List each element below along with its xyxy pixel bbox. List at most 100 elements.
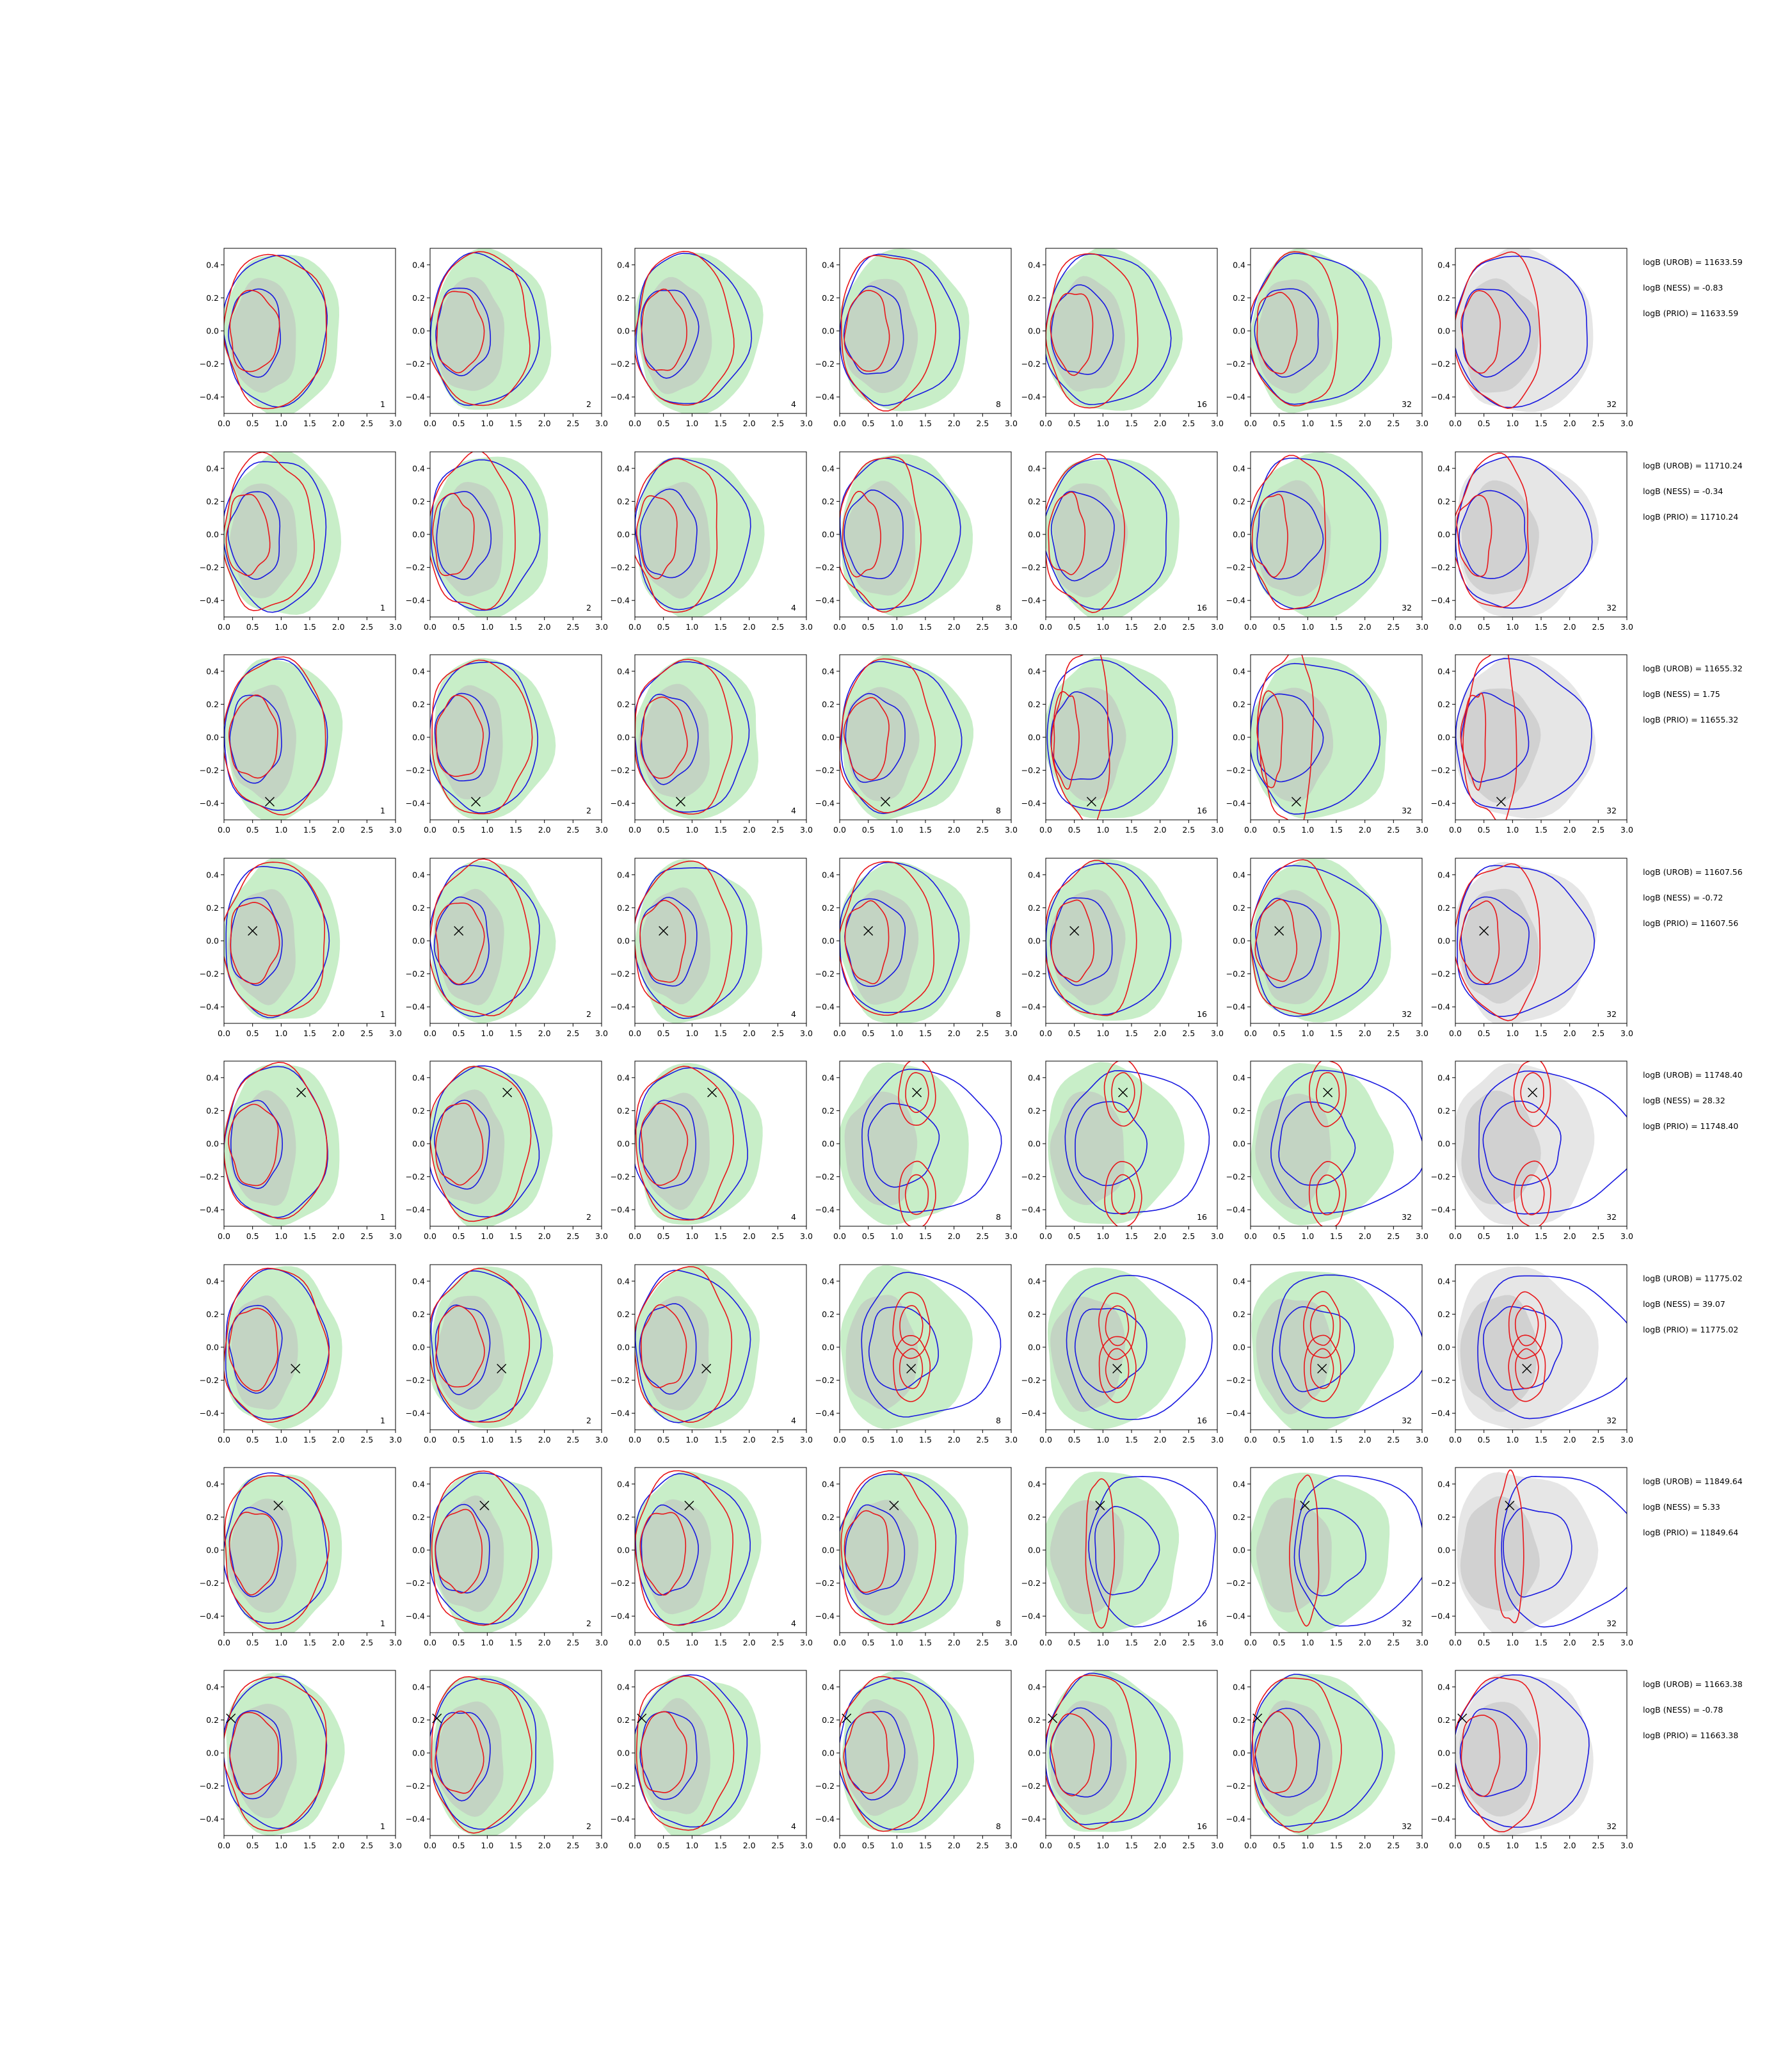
x-tick-label: 0.0: [1244, 1435, 1257, 1444]
x-tick-label: 0.5: [1273, 622, 1286, 632]
x-tick-label: 0.5: [657, 1028, 670, 1038]
y-tick-label: 0.2: [412, 1309, 425, 1319]
x-tick-label: 1.0: [890, 1028, 903, 1038]
blue-contour: [1050, 691, 1113, 781]
gray-density-region: [1460, 1295, 1537, 1412]
y-tick-label: 0.0: [1028, 1139, 1041, 1149]
blue-contour: [224, 461, 327, 613]
panel-label: 4: [791, 1212, 796, 1222]
y-tick-label: 0.4: [412, 463, 425, 473]
panel-label: 4: [791, 603, 796, 612]
gray-density-region: [227, 889, 296, 1005]
red-contour: [1288, 1474, 1320, 1627]
panel-r3-c7: 0.0 0.5 1.0 1.5 2.0 2.5 3.0 0.4 0.2 0.0 −0.2 −0.4 32: [1431, 654, 1633, 835]
x-tick-label: 0.0: [1039, 1638, 1052, 1647]
panel-label: 32: [1606, 806, 1617, 815]
y-tick-label: −0.2: [406, 563, 425, 572]
blue-contour: [1251, 1674, 1383, 1827]
x-tick-label: 3.0: [800, 1841, 813, 1850]
panel-label: 2: [586, 1821, 591, 1831]
y-tick-label: 0.4: [617, 463, 630, 473]
blue-contour: [431, 459, 541, 611]
logb-stat: logB (NESS) = 1.75: [1643, 689, 1720, 699]
x-tick-label: 1.5: [303, 419, 316, 428]
gray-density-region: [435, 277, 505, 391]
x-tick-label: 2.0: [1564, 1231, 1576, 1241]
panel-r4-c1: 0.0 0.5 1.0 1.5 2.0 2.5 3.0 0.4 0.2 0.0 −0.2 −0.4 1: [200, 858, 402, 1038]
red-contour: [1105, 1348, 1130, 1389]
y-tick-label: 0.0: [412, 733, 425, 742]
true-value-marker: [1479, 926, 1489, 936]
panel-r8-c3: 0.0 0.5 1.0 1.5 2.0 2.5 3.0 0.4 0.2 0.0 −0.2 −0.4 4: [611, 1670, 813, 1850]
y-tick-label: 0.0: [1437, 326, 1450, 336]
x-tick-label: 2.5: [976, 1841, 989, 1850]
x-tick-label: 2.5: [360, 1435, 373, 1444]
x-tick-label: 2.5: [566, 1638, 579, 1647]
y-tick-label: −0.4: [611, 1814, 630, 1824]
x-tick-label: 2.5: [771, 1841, 784, 1850]
panel-r6-c5: 0.0 0.5 1.0 1.5 2.0 2.5 3.0 0.4 0.2 0.0 −0.2 −0.4 16: [1021, 1264, 1224, 1444]
x-tick-label: 3.0: [800, 622, 813, 632]
x-tick-label: 1.0: [1506, 1638, 1519, 1647]
y-tick-label: 0.0: [1028, 1748, 1041, 1758]
x-tick-label: 3.0: [389, 622, 402, 632]
x-tick-label: 3.0: [1416, 1435, 1428, 1444]
x-tick-label: 0.0: [218, 1028, 230, 1038]
blue-contour: [1050, 491, 1115, 582]
x-tick-label: 2.0: [332, 1028, 345, 1038]
x-tick-label: 1.0: [275, 622, 287, 632]
blue-contour: [430, 1270, 542, 1423]
y-tick-label: 0.0: [617, 1748, 630, 1758]
y-tick-label: 0.4: [617, 1682, 630, 1692]
y-tick-label: −0.4: [200, 1002, 219, 1012]
y-tick-label: −0.2: [1021, 563, 1041, 572]
x-tick-label: 3.0: [595, 1231, 608, 1241]
gray-density-region: [1256, 1298, 1332, 1414]
red-contour: [1105, 1305, 1130, 1347]
x-tick-label: 1.5: [714, 1231, 727, 1241]
y-tick-label: −0.4: [611, 596, 630, 605]
y-tick-label: 0.4: [617, 1276, 630, 1286]
x-tick-label: 0.0: [424, 419, 436, 428]
true-value-marker: [675, 797, 685, 807]
x-tick-label: 1.5: [303, 1028, 316, 1038]
x-tick-label: 3.0: [595, 1028, 608, 1038]
x-tick-label: 3.0: [595, 1435, 608, 1444]
y-tick-label: −0.2: [1226, 1375, 1245, 1385]
y-tick-label: −0.2: [200, 1375, 219, 1385]
y-tick-label: −0.4: [406, 799, 425, 808]
logb-stat: logB (UROB) = 11663.38: [1643, 1679, 1743, 1689]
x-tick-label: 2.0: [1564, 622, 1576, 632]
true-value-marker: [502, 1087, 513, 1098]
x-tick-label: 0.0: [1449, 1638, 1462, 1647]
y-tick-label: 0.2: [617, 1309, 630, 1319]
y-tick-label: 0.0: [206, 1546, 219, 1555]
y-tick-label: −0.4: [815, 1002, 835, 1012]
y-tick-label: −0.4: [200, 1205, 219, 1215]
x-tick-label: 0.5: [1068, 1435, 1081, 1444]
blue-contour: [436, 491, 492, 580]
y-tick-label: 0.0: [1233, 1748, 1245, 1758]
red-contour: [842, 490, 881, 578]
blue-contour: [1050, 897, 1113, 986]
blue-contour: [430, 1065, 540, 1218]
y-tick-label: 0.2: [206, 1309, 219, 1319]
panel-r7-c2: 0.0 0.5 1.0 1.5 2.0 2.5 3.0 0.4 0.2 0.0 −0.2 −0.4 2: [406, 1467, 608, 1647]
y-tick-label: 0.4: [822, 1682, 835, 1692]
blue-contour: [430, 661, 539, 813]
x-tick-label: 1.0: [685, 825, 698, 835]
y-tick-label: 0.2: [1028, 903, 1041, 913]
x-tick-label: 0.5: [657, 1638, 670, 1647]
true-value-marker: [1496, 797, 1506, 807]
y-tick-label: 0.2: [412, 1512, 425, 1522]
y-tick-label: 0.4: [822, 1276, 835, 1286]
red-contour: [840, 658, 936, 813]
row-stats-4: logB (UROB) = 11607.56 logB (NESS) = -0.7…: [1643, 867, 1743, 928]
x-tick-label: 0.5: [862, 1638, 875, 1647]
red-contour: [639, 1512, 687, 1596]
x-tick-label: 2.5: [1592, 1435, 1604, 1444]
x-tick-label: 0.5: [1273, 1231, 1286, 1241]
x-tick-label: 0.5: [862, 825, 875, 835]
x-tick-label: 1.0: [481, 1841, 493, 1850]
blue-contour: [224, 1676, 328, 1829]
